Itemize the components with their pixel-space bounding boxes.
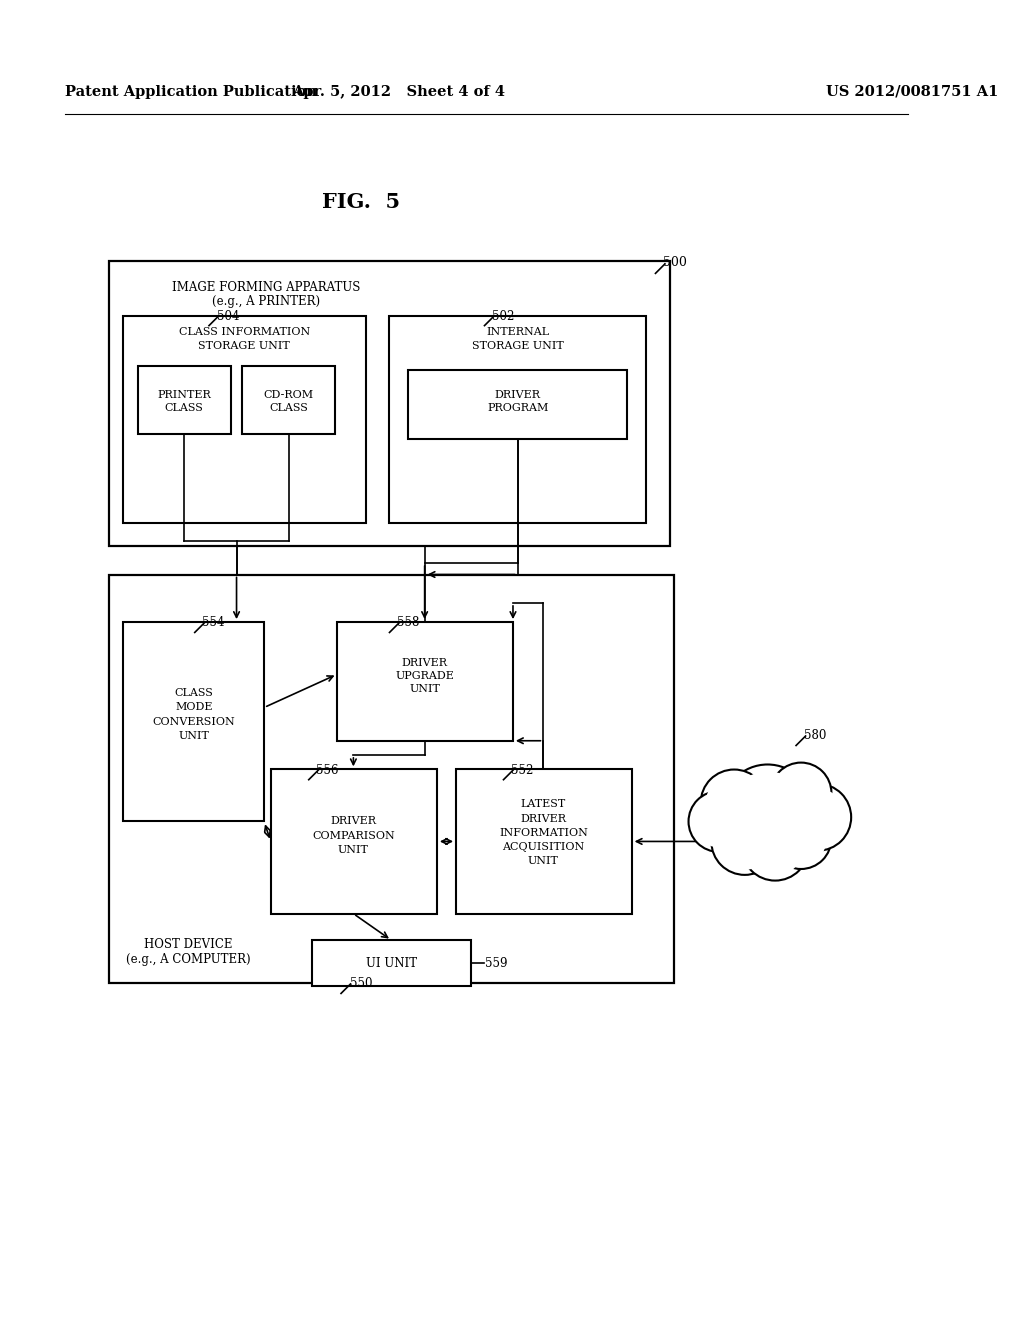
Text: DRIVER: DRIVER (520, 813, 566, 824)
Bar (456, 770, 632, 913)
Bar (389, 315, 646, 523)
Text: 502: 502 (493, 310, 515, 322)
Circle shape (717, 813, 773, 870)
Text: 558: 558 (397, 616, 420, 630)
Bar (138, 366, 230, 434)
Bar (270, 770, 437, 913)
Circle shape (722, 764, 813, 855)
Text: ACQUISITION: ACQUISITION (502, 842, 585, 853)
Circle shape (688, 791, 750, 851)
Circle shape (775, 767, 826, 818)
Text: 552: 552 (511, 764, 534, 776)
Text: US 2012/0081751 A1: US 2012/0081751 A1 (826, 84, 998, 99)
Text: CD-ROM: CD-ROM (264, 389, 313, 400)
Text: LATEST: LATEST (521, 800, 566, 809)
Text: UNIT: UNIT (410, 685, 440, 694)
Text: IMAGE FORMING APPARATUS: IMAGE FORMING APPARATUS (172, 281, 360, 294)
Text: CLASS INFORMATION: CLASS INFORMATION (178, 327, 310, 338)
Text: WEBSITE: WEBSITE (738, 787, 797, 800)
Text: INFORMATION: INFORMATION (499, 828, 588, 838)
Circle shape (741, 813, 809, 880)
Text: Patent Application Publication: Patent Application Publication (65, 84, 316, 99)
Circle shape (729, 771, 806, 849)
Text: CONVERSION: CONVERSION (153, 717, 236, 727)
Bar (110, 574, 675, 983)
Text: UPGRADE: UPGRADE (395, 671, 454, 681)
Circle shape (784, 784, 851, 850)
Circle shape (775, 813, 826, 865)
Text: PRINTER: PRINTER (158, 389, 211, 400)
Circle shape (746, 818, 804, 875)
Text: UNIT: UNIT (178, 731, 209, 741)
Text: Apr. 5, 2012   Sheet 4 of 4: Apr. 5, 2012 Sheet 4 of 4 (293, 84, 506, 99)
Text: (e.g., A PRINTER): (e.g., A PRINTER) (212, 296, 321, 309)
Text: 559: 559 (484, 957, 507, 969)
Text: (LATEST: (LATEST (741, 805, 794, 818)
Text: CLASS: CLASS (165, 403, 204, 413)
Text: UNIT: UNIT (338, 845, 369, 855)
Text: STORAGE UNIT: STORAGE UNIT (199, 341, 290, 351)
Text: 550: 550 (350, 977, 373, 990)
Bar (409, 371, 627, 438)
Text: DRIVER: DRIVER (743, 822, 793, 836)
Circle shape (712, 808, 778, 875)
Bar (124, 315, 366, 523)
Text: 554: 554 (203, 616, 225, 630)
Text: FIG.  5: FIG. 5 (322, 193, 400, 213)
Text: INTERNAL: INTERNAL (486, 327, 549, 338)
Text: HOST DEVICE: HOST DEVICE (143, 939, 232, 952)
Text: CLASS: CLASS (269, 403, 308, 413)
Bar (337, 622, 513, 741)
Circle shape (790, 789, 846, 846)
Text: DRIVER: DRIVER (401, 657, 447, 668)
Text: 500: 500 (663, 256, 686, 269)
Bar (311, 940, 471, 986)
Circle shape (700, 770, 768, 837)
Text: PROGRAM: PROGRAM (487, 403, 549, 413)
Bar (110, 261, 670, 546)
Text: 580: 580 (804, 730, 826, 742)
Text: MODE: MODE (175, 702, 213, 713)
Circle shape (771, 763, 831, 824)
Bar (243, 366, 335, 434)
Text: COMPARISON: COMPARISON (312, 830, 395, 841)
Text: DRIVER: DRIVER (331, 817, 377, 826)
Text: UNIT: UNIT (528, 857, 559, 866)
Circle shape (771, 808, 831, 869)
Circle shape (706, 775, 763, 832)
Bar (124, 622, 264, 821)
Text: DRIVER: DRIVER (495, 389, 541, 400)
Text: STORAGE UNIT: STORAGE UNIT (472, 341, 563, 351)
Text: CLASS: CLASS (174, 688, 213, 698)
Text: 504: 504 (217, 310, 240, 322)
Circle shape (693, 796, 744, 847)
Text: (e.g., A COMPUTER): (e.g., A COMPUTER) (126, 953, 251, 966)
Text: PROGRAM): PROGRAM) (732, 840, 803, 853)
Text: UI UNIT: UI UNIT (366, 957, 417, 970)
Text: 556: 556 (316, 764, 339, 776)
